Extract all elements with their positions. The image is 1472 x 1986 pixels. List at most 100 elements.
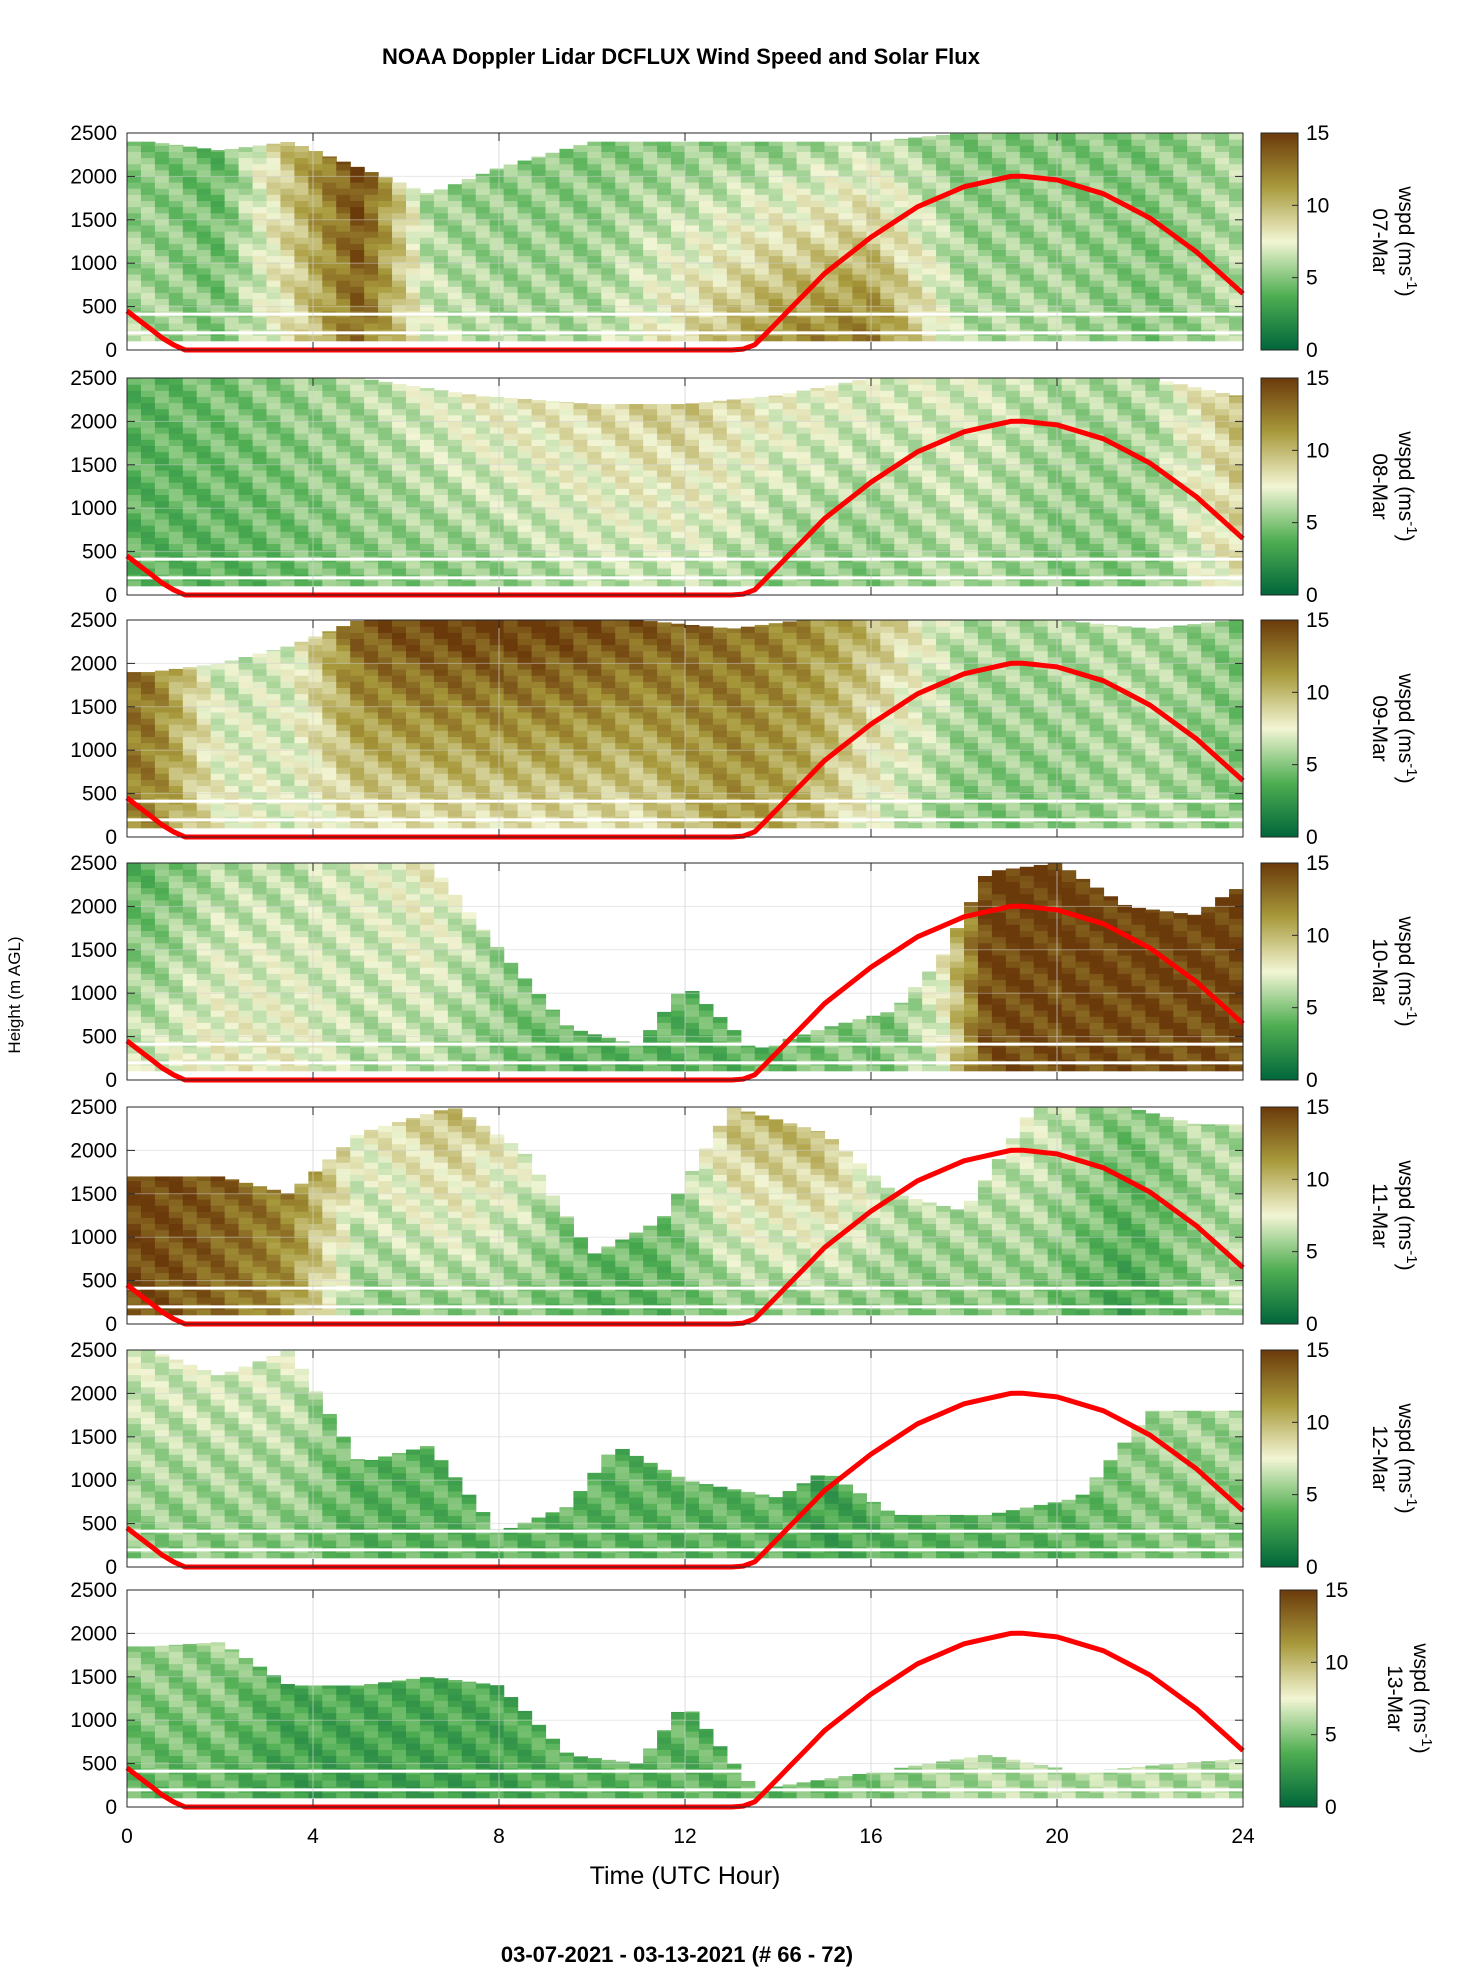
heatmap-cell — [573, 494, 588, 502]
heatmap-cell — [991, 169, 1007, 177]
heatmap-cell — [768, 396, 784, 404]
heatmap-cell — [1047, 476, 1063, 483]
heatmap-cell — [1019, 469, 1035, 477]
heatmap-cell — [671, 433, 686, 440]
heatmap-cell — [433, 189, 449, 195]
heatmap-cell — [238, 243, 254, 251]
heatmap-cell — [629, 420, 644, 428]
heatmap-cell — [294, 261, 309, 269]
heatmap-cell — [475, 482, 491, 489]
heatmap-cell — [754, 531, 770, 538]
heatmap-cell — [517, 243, 533, 251]
heatmap-cell — [1131, 200, 1146, 208]
heatmap-cell — [1201, 218, 1216, 226]
heatmap-cell — [991, 261, 1007, 269]
heatmap-cell — [196, 500, 212, 508]
heatmap-cell — [685, 537, 700, 545]
heatmap-cell — [154, 298, 170, 306]
heatmap-cell — [977, 224, 993, 232]
heatmap-cell — [419, 567, 435, 575]
heatmap-cell — [252, 286, 268, 293]
heatmap-cell — [252, 396, 268, 404]
heatmap-cell — [531, 549, 547, 557]
heatmap-cell — [489, 561, 505, 569]
heatmap-cell — [936, 157, 951, 165]
heatmap-cell — [950, 163, 965, 171]
heatmap-cell — [378, 580, 393, 587]
heatmap-cell — [726, 261, 742, 269]
heatmap-cell — [559, 273, 574, 281]
heatmap-cell — [1187, 286, 1202, 293]
heatmap-cell — [601, 280, 616, 287]
heatmap-cell — [559, 433, 574, 440]
heatmap-cell — [1033, 188, 1049, 195]
heatmap-cell — [866, 420, 881, 428]
colorbar-tick-label: 0 — [1306, 339, 1318, 362]
heatmap-cell — [140, 163, 156, 171]
heatmap-cell — [475, 561, 491, 569]
heatmap-cell — [392, 439, 407, 446]
heatmap-cell — [950, 396, 965, 404]
heatmap-cell — [629, 439, 644, 446]
heatmap-cell — [698, 286, 714, 293]
heatmap-cell — [1117, 280, 1132, 287]
heatmap-cell — [768, 463, 784, 471]
heatmap-cell — [1145, 304, 1160, 312]
heatmap-cell — [406, 273, 421, 281]
heatmap-cell — [796, 243, 812, 251]
heatmap-cell — [127, 482, 142, 489]
heatmap-cell — [1033, 280, 1049, 287]
heatmap-cell — [698, 218, 714, 226]
heatmap-cell — [880, 237, 895, 244]
heatmap-cell — [196, 151, 212, 159]
heatmap-cell — [587, 463, 602, 471]
heatmap-cell — [894, 506, 909, 514]
heatmap-cell — [922, 163, 937, 171]
heatmap-cell — [754, 200, 770, 208]
heatmap-cell — [252, 506, 268, 514]
heatmap-cell — [1089, 414, 1105, 422]
heatmap-cell — [1117, 194, 1132, 201]
heatmap-cell — [573, 273, 588, 281]
heatmap-cell — [782, 182, 798, 189]
heatmap-cell — [936, 273, 951, 281]
heatmap-cell — [559, 561, 574, 569]
heatmap-cell — [168, 531, 184, 538]
heatmap-cell — [419, 427, 435, 434]
heatmap-cell — [545, 249, 561, 257]
heatmap-cell — [601, 476, 616, 483]
heatmap-cell — [950, 212, 965, 220]
heatmap-cell — [991, 243, 1007, 251]
heatmap-cell — [559, 148, 574, 152]
heatmap-cell — [1173, 335, 1188, 342]
heatmap-cell — [964, 249, 979, 257]
heatmap-cell — [1061, 261, 1077, 269]
heatmap-cell — [127, 243, 142, 251]
heatmap-cell — [1215, 249, 1230, 257]
heatmap-cell — [447, 396, 463, 404]
heatmap-cell — [1187, 212, 1202, 220]
heatmap-cell — [350, 335, 365, 342]
heatmap-cell — [559, 206, 574, 214]
heatmap-cell — [754, 194, 770, 201]
heatmap-cell — [238, 390, 254, 397]
y-tick-label: 500 — [82, 296, 117, 319]
heatmap-cell — [698, 316, 714, 324]
heatmap-cell — [726, 212, 742, 220]
heatmap-cell — [977, 494, 993, 502]
heatmap-cell — [1005, 218, 1021, 226]
heatmap-cell — [140, 175, 156, 183]
heatmap-cell — [698, 525, 714, 532]
heatmap-cell — [364, 402, 379, 410]
heatmap-cell — [740, 145, 756, 152]
heatmap-cell — [1005, 194, 1021, 201]
heatmap-cell — [712, 463, 728, 471]
heatmap-cell — [308, 243, 323, 251]
heatmap-cell — [796, 561, 812, 569]
heatmap-cell — [894, 518, 909, 526]
heatmap-cell — [754, 506, 770, 514]
heatmap-cell — [880, 231, 895, 238]
heatmap-cell — [1033, 304, 1049, 312]
heatmap-cell — [685, 188, 700, 195]
heatmap-cell — [447, 433, 463, 440]
